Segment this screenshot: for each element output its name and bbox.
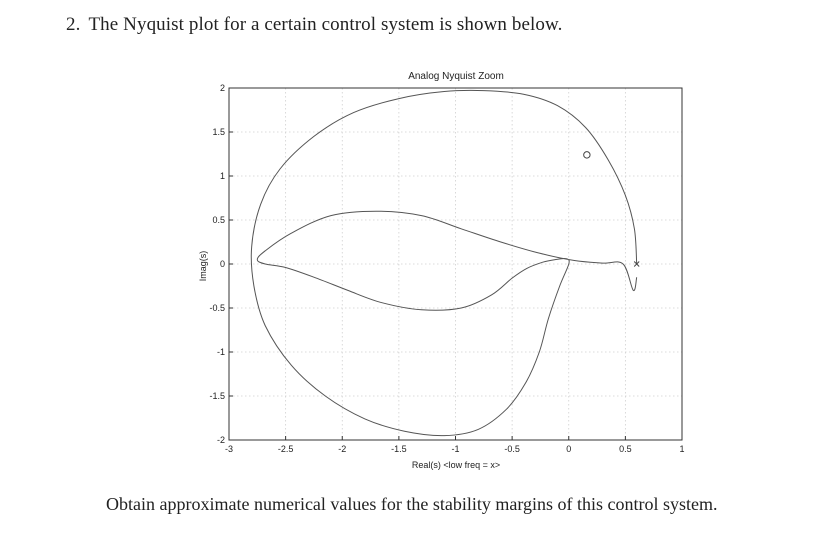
plot-grid bbox=[229, 88, 682, 440]
cross-marker bbox=[633, 261, 640, 267]
circle-marker bbox=[583, 151, 591, 159]
y-tick-label: 0 bbox=[220, 259, 225, 269]
y-tick-label: -1.5 bbox=[209, 391, 225, 401]
cross-marker-stroke bbox=[633, 261, 640, 267]
x-tick-label: -2 bbox=[338, 444, 346, 454]
question-heading: 2. The Nyquist plot for a certain control… bbox=[66, 14, 562, 36]
x-axis-label: Real(s) <low freq = x> bbox=[412, 460, 500, 470]
y-axis-label: Imag(s) bbox=[198, 251, 208, 282]
y-tick-label: 0.5 bbox=[212, 215, 225, 225]
question-instruction: Obtain approximate numerical values for … bbox=[106, 494, 718, 514]
question-text: The Nyquist plot for a certain control s… bbox=[88, 14, 563, 35]
x-tick-label: 1 bbox=[679, 444, 684, 454]
x-tick-label: -3 bbox=[225, 444, 233, 454]
x-tick-label: -2.5 bbox=[278, 444, 294, 454]
y-tick-label: -2 bbox=[217, 435, 225, 445]
question-number: 2. bbox=[66, 14, 81, 35]
y-axis-ticks: -2 -1.5 -1 -0.5 0 0.5 1 1.5 2 bbox=[209, 83, 233, 445]
x-tick-label: 0.5 bbox=[619, 444, 632, 454]
y-tick-label: 1 bbox=[220, 171, 225, 181]
y-tick-label: 2 bbox=[220, 83, 225, 93]
x-axis-ticks: -3 -2.5 -2 -1.5 -1 -0.5 0 0.5 1 bbox=[225, 436, 685, 454]
y-tick-label: -0.5 bbox=[209, 303, 225, 313]
nyquist-curve bbox=[250, 89, 638, 437]
y-tick-label: -1 bbox=[217, 347, 225, 357]
x-tick-label: -0.5 bbox=[504, 444, 520, 454]
y-tick-label: 1.5 bbox=[212, 127, 225, 137]
x-tick-label: -1.5 bbox=[391, 444, 407, 454]
x-tick-label: -1 bbox=[451, 444, 459, 454]
plot-markers bbox=[583, 151, 640, 267]
chart-title: Analog Nyquist Zoom bbox=[408, 71, 504, 82]
x-tick-label: 0 bbox=[566, 444, 571, 454]
